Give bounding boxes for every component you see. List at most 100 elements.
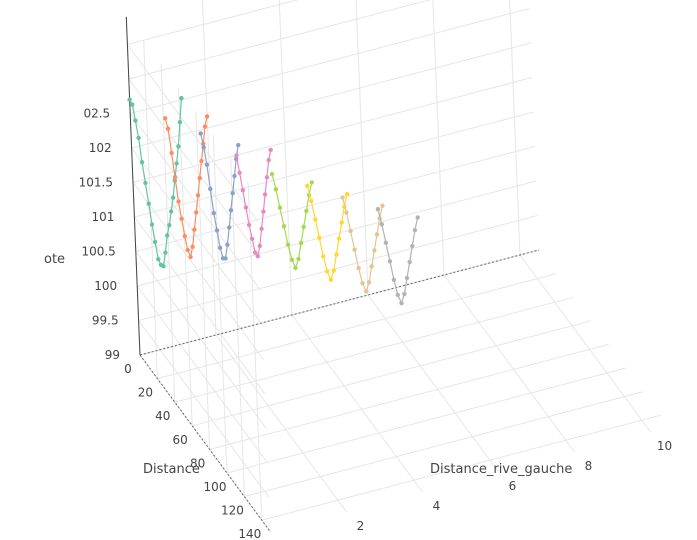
series-1-point-14[interactable] [199,158,204,164]
series-5-point-0[interactable] [305,183,310,188]
series-7-point-2[interactable] [383,240,389,245]
series-1-point-13[interactable] [197,175,202,181]
series-7-point-8[interactable] [404,275,410,281]
series-4-point-6[interactable] [293,265,298,271]
series-line-4[interactable] [271,173,313,270]
series-5-point-2[interactable] [313,217,318,222]
series-3-point-1[interactable] [237,170,242,175]
series-1-point-2[interactable] [169,150,174,156]
series-1-point-6[interactable] [182,233,187,239]
series-2-point-8[interactable] [223,256,228,261]
series-4-point-10[interactable] [304,208,309,214]
series-1-point-8[interactable] [188,254,193,260]
series-7-point-4[interactable] [391,277,397,282]
series-7-point-6[interactable] [399,300,404,306]
series-5-point-12[interactable] [344,191,350,197]
series-5-point-10[interactable] [339,220,344,225]
series-3-point-0[interactable] [234,153,239,158]
series-1-point-11[interactable] [194,210,199,215]
series-2-point-10[interactable] [227,225,232,230]
series-3-point-2[interactable] [240,188,245,193]
series-6-point-3[interactable] [352,247,357,252]
series-2-point-15[interactable] [236,142,241,148]
series-7-point-9[interactable] [407,259,412,265]
series-6-point-9[interactable] [372,248,377,253]
series-0-point-7[interactable] [149,222,155,227]
series-5-point-8[interactable] [334,252,339,257]
series-7-point-0[interactable] [375,207,381,212]
series-6-point-1[interactable] [344,210,349,215]
series-4-point-2[interactable] [277,205,283,210]
series-4-point-12[interactable] [309,180,314,185]
series-6-point-7[interactable] [366,280,372,285]
series-2-point-5[interactable] [214,228,220,233]
series-2-point-3[interactable] [208,186,213,192]
series-0-point-2[interactable] [133,118,138,123]
series-3-point-12[interactable] [264,175,270,180]
series-3-point-14[interactable] [268,147,273,153]
series-3-point-3[interactable] [243,205,249,210]
series-0-point-21[interactable] [179,95,184,101]
series-4-point-3[interactable] [281,224,287,229]
series-2-point-1[interactable] [201,145,206,150]
series-line-1[interactable] [164,116,208,260]
series-0-point-18[interactable] [174,161,179,166]
series-0-point-19[interactable] [176,144,181,149]
series-3-point-8[interactable] [257,243,262,249]
series-1-point-5[interactable] [179,216,184,221]
series-0-point-15[interactable] [169,209,174,214]
series-1-point-16[interactable] [202,124,208,129]
series-7-point-3[interactable] [387,259,393,264]
series-1-point-10[interactable] [192,227,197,232]
series-0-point-16[interactable] [170,195,176,200]
series-0-point-3[interactable] [136,135,141,141]
series-3-point-13[interactable] [266,157,271,163]
series-4-point-8[interactable] [298,240,304,246]
series-2-point-11[interactable] [228,208,234,213]
series-0-point-20[interactable] [177,120,183,125]
series-7-point-12[interactable] [415,215,420,220]
series-7-point-10[interactable] [410,243,415,249]
series-3-point-11[interactable] [262,192,268,197]
series-1-point-4[interactable] [176,199,181,204]
series-1-point-3[interactable] [172,175,178,180]
series-0-point-6[interactable] [146,201,151,206]
series-6-point-2[interactable] [348,228,353,234]
series-line-6[interactable] [342,197,383,294]
series-4-point-4[interactable] [285,242,291,247]
series-6-point-6[interactable] [364,289,369,294]
series-2-point-9[interactable] [225,242,230,247]
series-6-point-4[interactable] [356,265,361,271]
series-0-point-9[interactable] [156,257,161,262]
series-3-point-7[interactable] [255,254,260,259]
series-1-point-1[interactable] [165,126,171,131]
series-3-point-6[interactable] [253,250,258,255]
series-0-point-8[interactable] [152,239,158,245]
series-1-point-7[interactable] [185,247,190,253]
series-6-point-12[interactable] [380,203,385,208]
series-4-point-0[interactable] [269,171,275,177]
series-4-point-7[interactable] [296,256,301,262]
series-0-point-1[interactable] [130,102,135,107]
series-1-point-0[interactable] [163,116,168,121]
series-5-point-5[interactable] [325,269,330,274]
series-0-point-0[interactable] [127,97,132,102]
series-4-point-5[interactable] [289,257,295,262]
series-5-point-9[interactable] [336,236,342,241]
series-5-point-7[interactable] [331,268,336,273]
series-3-point-5[interactable] [249,236,255,241]
series-7-point-7[interactable] [402,291,407,297]
series-7-point-11[interactable] [412,227,418,233]
series-7-point-1[interactable] [379,222,384,227]
series-5-point-4[interactable] [321,254,326,259]
series-2-point-2[interactable] [204,162,210,167]
series-0-point-5[interactable] [143,180,148,186]
series-1-point-12[interactable] [195,193,201,198]
series-4-point-1[interactable] [273,187,279,192]
series-0-point-14[interactable] [167,223,172,228]
series-0-point-12[interactable] [163,250,168,255]
series-5-point-6[interactable] [328,277,334,282]
series-0-point-13[interactable] [165,233,170,238]
series-2-point-4[interactable] [211,211,216,216]
